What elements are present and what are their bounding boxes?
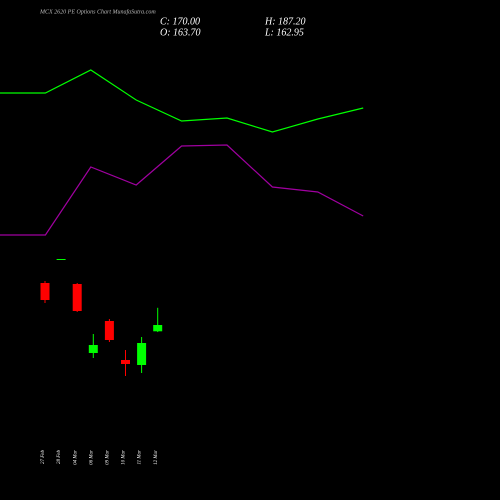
x-tick-label: 11 Mar: [138, 450, 143, 465]
candle-body: [137, 343, 147, 365]
candle-body: [88, 345, 98, 353]
x-tick-label: 27 Feb: [41, 450, 46, 465]
low-text: L: 162.95: [264, 27, 304, 38]
indicator-line: [0, 69, 364, 133]
candle-body: [72, 284, 82, 311]
x-tick-label: 28 Feb: [57, 450, 62, 465]
candle-body: [121, 360, 130, 364]
candle-body: [40, 283, 50, 300]
chart-title: MCX 2620 PE Options Chart MunafaSutra.co…: [39, 8, 156, 15]
high-text: H: 187.20: [264, 16, 306, 27]
indicator-line: [0, 144, 364, 236]
x-tick-label: 10 Mar: [122, 450, 127, 465]
candle-body: [153, 325, 163, 332]
x-tick-label: 06 Mar: [89, 450, 94, 465]
candle-body: [56, 259, 66, 260]
x-tick-label: 12 Mar: [154, 450, 159, 465]
x-tick-label: 09 Mar: [106, 450, 111, 465]
open-text: O: 163.70: [160, 27, 201, 38]
candle-body: [104, 321, 114, 340]
close-text: C: 170.00: [160, 16, 200, 27]
x-tick-label: 04 Mar: [73, 450, 78, 465]
